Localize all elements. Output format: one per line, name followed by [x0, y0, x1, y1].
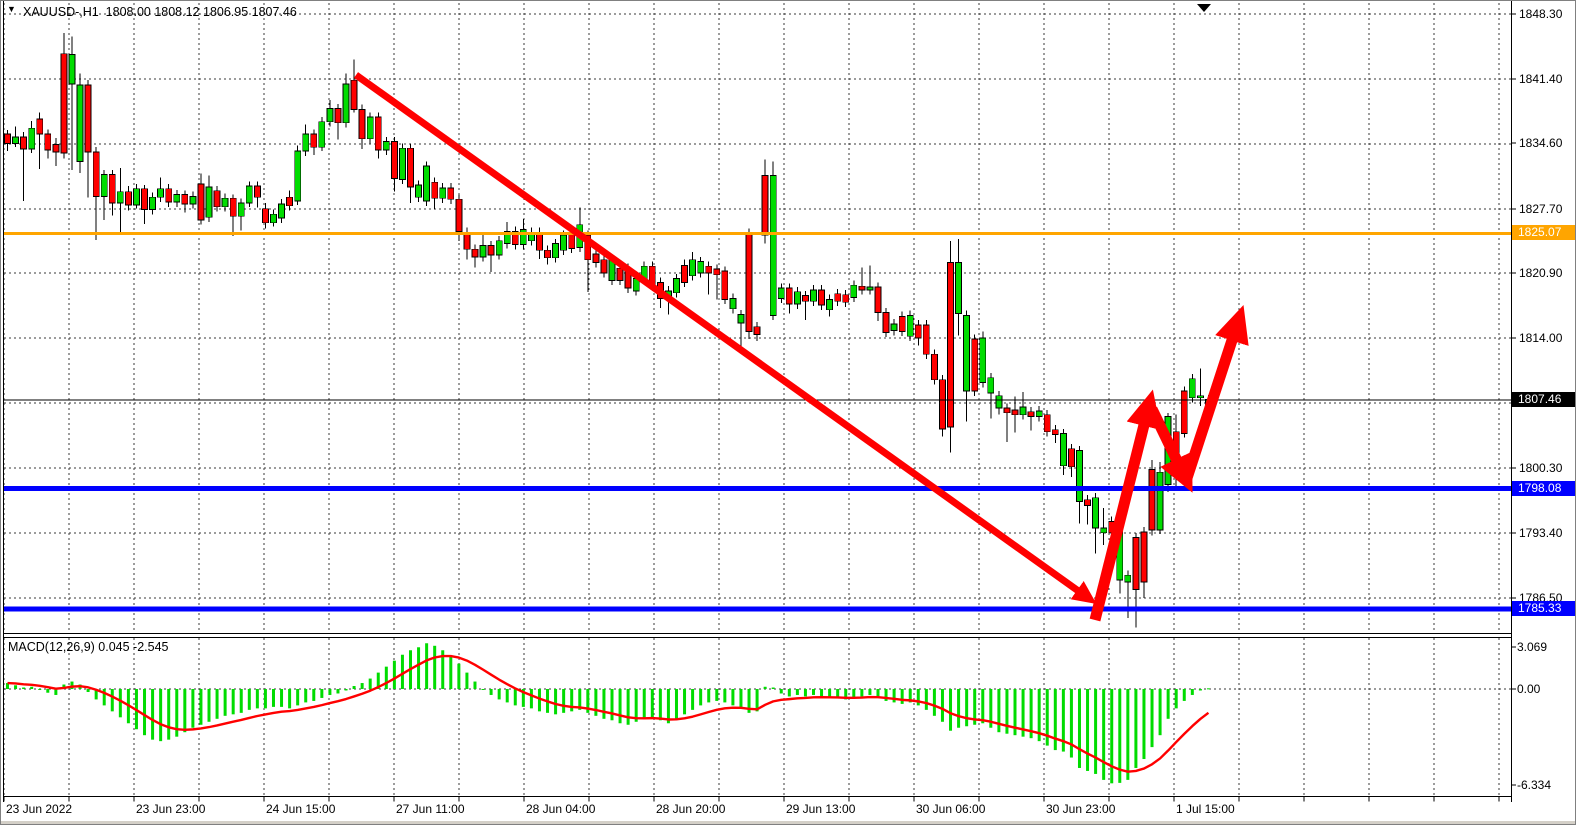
collapse-triangle-icon[interactable]: ▼ [7, 4, 16, 14]
forecast-leg-up-2 [1181, 304, 1249, 480]
price-level-tag: 1798.08 [1512, 481, 1575, 496]
panel-frame [3, 1, 1516, 802]
downtrend-arrow [353, 72, 1097, 604]
time-axis-label: 30 Jun 23:00 [1046, 802, 1116, 816]
macd-axis-label: -6.334 [1517, 778, 1552, 792]
time-axis-label: 1 Jul 15:00 [1176, 802, 1235, 816]
time-axis-label: 23 Jun 23:00 [136, 802, 206, 816]
time-axis-label: 28 Jun 20:00 [656, 802, 726, 816]
macd-axis-label: 3.069 [1517, 640, 1548, 654]
price-axis-label: 1793.40 [1519, 526, 1563, 540]
macd-axis-label: 0.00 [1517, 682, 1541, 696]
forecast-leg-down [1147, 406, 1193, 493]
price-level-tag: 1807.46 [1512, 392, 1575, 407]
time-axis-label: 24 Jun 15:00 [266, 802, 336, 816]
chart-shift-marker-icon[interactable] [1197, 4, 1211, 12]
price-axis-label: 1800.30 [1519, 461, 1563, 475]
window-bottom-strip [1, 821, 1575, 824]
horizontal-levels [4, 232, 1511, 612]
time-axis-label: 29 Jun 13:00 [786, 802, 856, 816]
time-axis-label: 27 Jun 11:00 [396, 802, 465, 816]
price-axis-label: 1814.00 [1519, 331, 1563, 345]
forecast-leg-up-1 [1089, 389, 1161, 622]
trend-arrows [353, 72, 1249, 622]
price-axis-label: 1848.30 [1519, 7, 1563, 21]
price-axis-label: 1827.70 [1519, 202, 1563, 216]
symbol-timeframe: XAUUSD-,H1 [23, 5, 99, 19]
price-level-tag: 1785.33 [1512, 601, 1575, 616]
macd-indicator-label: MACD(12,26,9) 0.045 -2.545 [8, 640, 169, 654]
price-axis-label: 1841.40 [1519, 72, 1563, 86]
macd-indicator [6, 643, 1210, 784]
chart-title: XAUUSD-,H1 1808.00 1808.12 1806.95 1807.… [23, 5, 297, 19]
ohlc-values: 1808.00 1808.12 1806.95 1807.46 [105, 5, 297, 19]
time-axis-label: 30 Jun 06:00 [916, 802, 986, 816]
price-axis[interactable]: 1848.30 1841.40 1834.60 1827.70 1820.90 1814.… [1511, 1, 1575, 821]
price-level-tag: 1825.07 [1512, 225, 1575, 240]
time-axis-label: 28 Jun 04:00 [526, 802, 596, 816]
time-axis[interactable]: 23 Jun 2022 23 Jun 23:00 24 Jun 15:00 27 Ju… [1, 797, 1511, 821]
time-axis-label: 23 Jun 2022 [6, 802, 73, 816]
candlestick-series [4, 32, 1212, 628]
grid-lines [3, 3, 1511, 796]
price-axis-label: 1820.90 [1519, 266, 1563, 280]
price-axis-label: 1834.60 [1519, 136, 1563, 150]
